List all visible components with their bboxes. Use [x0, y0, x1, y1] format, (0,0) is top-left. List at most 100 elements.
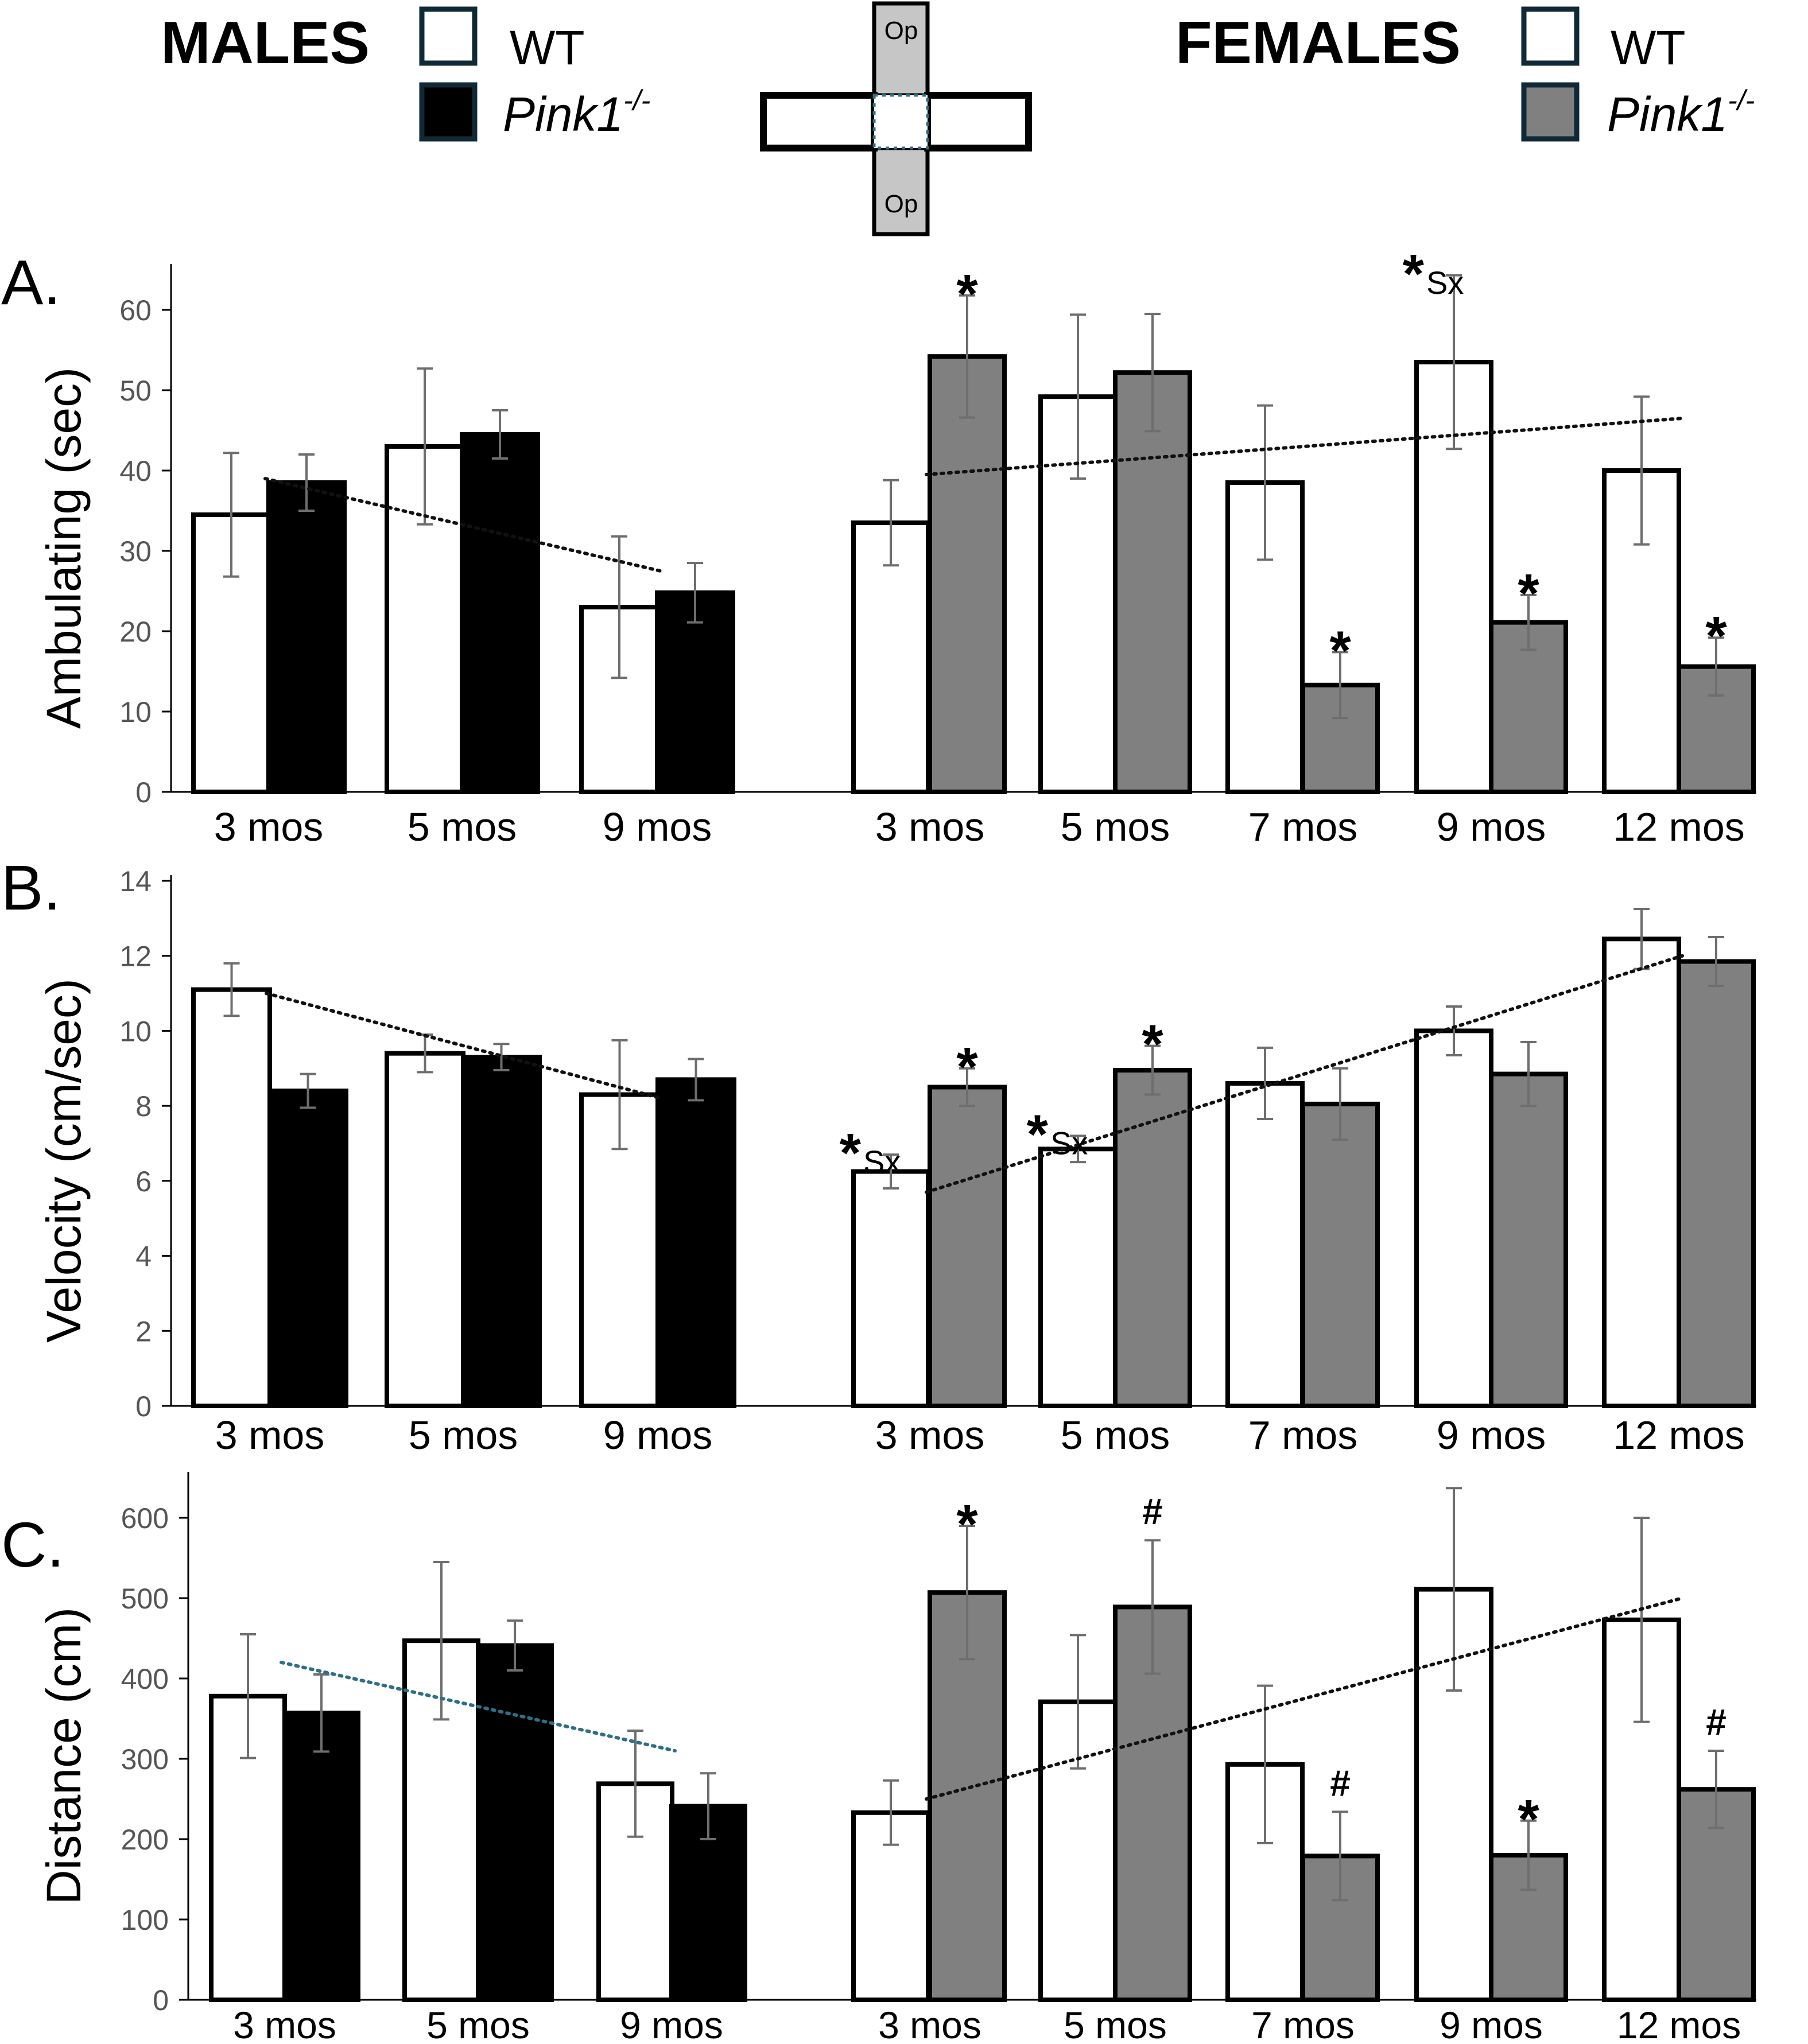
significance-symbol: * — [1142, 1014, 1163, 1075]
significance-marker: * — [1705, 605, 1727, 667]
category-label: 12 mos — [1617, 2004, 1741, 2044]
bar-females-ko — [1301, 1101, 1380, 1408]
significance-marker: * — [1142, 1014, 1163, 1075]
significance-subscript: Sx — [1426, 265, 1464, 301]
legend-males-ko-label: Pink1-/- — [503, 84, 650, 141]
trendline-females — [925, 417, 1684, 476]
trendline-males — [280, 1661, 677, 1752]
category-label: 5 mos — [426, 2004, 530, 2044]
y-tick-label: 8 — [135, 1090, 152, 1122]
panel-label: B. — [1, 853, 61, 923]
y-tick-label: 60 — [119, 294, 152, 327]
category-label: 3 mos — [233, 2004, 336, 2044]
category-label: 12 mos — [1613, 805, 1745, 849]
bar-females-ko — [1677, 959, 1756, 1408]
category-label: 9 mos — [1440, 2004, 1543, 2044]
category-label: 9 mos — [1437, 1413, 1546, 1458]
bar-females-ko — [1113, 370, 1192, 794]
legend-females-ko-label: Pink1-/- — [1607, 84, 1755, 141]
significance-marker: * — [1518, 1789, 1539, 1850]
y-tick-label: 0 — [153, 1984, 169, 2016]
bar-males-ko — [266, 480, 347, 794]
y-tick-label: 2 — [135, 1315, 152, 1347]
bar-males-wt — [596, 1781, 674, 2002]
maze-open-arm-label-top: Op — [884, 17, 918, 45]
bar-males-wt — [191, 987, 272, 1409]
y-tick-label: 14 — [119, 865, 152, 897]
category-label: 3 mos — [878, 2004, 981, 2044]
panel-c: C. Distance (cm) 0 100 200 300 400 500 600 3 mos 5… — [1, 1472, 1756, 2044]
category-label: 9 mos — [1437, 805, 1546, 849]
category-label: 3 mos — [215, 1413, 325, 1458]
y-tick-label: 10 — [119, 1015, 152, 1047]
bar-females-wt — [1038, 1147, 1118, 1409]
category-label: 5 mos — [1061, 1413, 1170, 1458]
bar-females-ko — [1489, 1071, 1568, 1408]
bar-females-wt — [1602, 936, 1681, 1408]
category-label: 3 mos — [875, 1413, 985, 1458]
significance-marker: # — [1330, 1762, 1351, 1804]
significance-symbol: * — [1705, 605, 1727, 667]
bar-females-ko — [1301, 1853, 1380, 2002]
significance-symbol: # — [1142, 1491, 1163, 1532]
bar-males-ko — [461, 1055, 542, 1408]
bar-females-ko — [928, 1085, 1007, 1408]
bar-females-ko — [1113, 1068, 1192, 1408]
legend-females-wt-label: WT — [1611, 21, 1686, 75]
significance-subscript: Sx — [863, 1144, 901, 1180]
significance-symbol: * — [1329, 620, 1351, 681]
legend-males-ko-swatch — [419, 82, 478, 142]
significance-marker: *Sx — [1403, 243, 1464, 305]
bar-males-ko — [476, 1643, 554, 2003]
category-label: 7 mos — [1248, 805, 1358, 849]
bar-males-ko — [655, 1077, 736, 1408]
significance-symbol: # — [1330, 1762, 1351, 1804]
legend-females: FEMALES WT Pink1-/- — [1175, 6, 1755, 142]
maze-open-arm-label-bottom: Op — [884, 190, 918, 218]
y-tick-label: 0 — [135, 1390, 152, 1423]
category-label: 12 mos — [1613, 1413, 1745, 1458]
significance-symbol: * — [1027, 1103, 1049, 1165]
category-label: 5 mos — [409, 1413, 518, 1458]
bar-males-ko — [282, 1711, 360, 2002]
legend-males-wt-label: WT — [510, 21, 585, 75]
maze-open-arm-bottom — [872, 146, 930, 236]
bar-females-ko — [928, 354, 1007, 794]
significance-marker: * — [956, 1494, 978, 1555]
significance-symbol: * — [1518, 1789, 1539, 1850]
ko-label-main: Pink1 — [503, 87, 623, 141]
bar-females-wt — [1225, 1081, 1305, 1408]
category-label: 9 mos — [620, 2004, 723, 2044]
trendline-females — [925, 1596, 1684, 1801]
significance-marker: * — [956, 1036, 978, 1098]
significance-symbol: # — [1706, 1701, 1726, 1743]
significance-subscript: Sx — [1050, 1125, 1088, 1161]
category-label: 9 mos — [603, 805, 712, 849]
y-tick-label: 200 — [121, 1824, 169, 1856]
legend-males: MALES WT Pink1-/- — [161, 6, 650, 142]
category-label: 7 mos — [1251, 2004, 1355, 2044]
significance-marker: * — [1329, 620, 1351, 681]
y-tick-label: 300 — [121, 1743, 169, 1775]
significance-symbol: * — [956, 1494, 978, 1555]
y-tick-label: 400 — [121, 1663, 169, 1695]
maze-center-zone — [872, 94, 929, 150]
panel-label: A. — [1, 247, 61, 318]
y-axis-title: Distance (cm) — [37, 1607, 91, 1905]
y-tick-label: 40 — [119, 455, 152, 487]
y-axis-title: Ambulating (sec) — [37, 367, 91, 729]
category-label: 9 mos — [603, 1413, 713, 1458]
legend-females-wt-swatch — [1521, 6, 1580, 66]
trendline-males — [263, 477, 662, 573]
category-label: 7 mos — [1248, 1413, 1358, 1458]
legend-females-ko-swatch — [1521, 82, 1580, 142]
bar-males-ko — [669, 1804, 747, 2003]
maze-closed-arm-right — [924, 92, 1032, 151]
panel-a: A. Ambulating (sec) 0 10 20 30 40 50 60 3 mos 5 mo… — [1, 243, 1756, 849]
trendline-females — [925, 954, 1684, 1194]
significance-marker: * — [1518, 563, 1539, 624]
y-tick-label: 12 — [119, 941, 152, 973]
category-label: 5 mos — [1061, 805, 1170, 849]
category-label: 3 mos — [214, 805, 324, 849]
